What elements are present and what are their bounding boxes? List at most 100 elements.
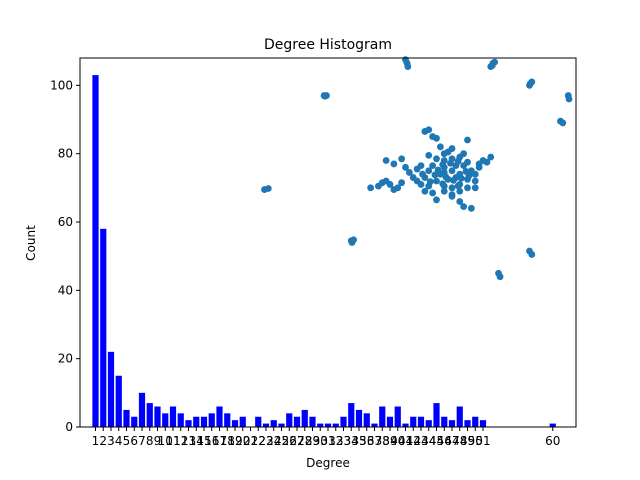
x-axis-label: Degree xyxy=(306,456,350,470)
scatter-point xyxy=(483,158,491,166)
y-tick-label: 20 xyxy=(58,352,73,366)
x-tick-label: 3 xyxy=(107,434,115,448)
histogram-bar xyxy=(417,416,425,427)
histogram-bar xyxy=(270,420,277,427)
x-tick-label: 50 xyxy=(468,434,483,448)
x-tick-label: 1 xyxy=(92,434,100,448)
scatter-point xyxy=(440,187,448,195)
histogram-bar xyxy=(154,406,161,427)
histogram-bar xyxy=(317,423,324,427)
x-tick-label: 44 xyxy=(421,434,436,448)
scatter-point xyxy=(471,170,479,178)
x-tick-label: 36 xyxy=(359,434,374,448)
x-tick-label: 19 xyxy=(227,434,242,448)
x-tick-label: 6 xyxy=(130,434,138,448)
x-tick-label: 20 xyxy=(235,434,250,448)
x-tick-label: 14 xyxy=(189,434,204,448)
scatter-point xyxy=(404,63,412,70)
histogram-bar xyxy=(456,406,463,427)
x-tick-label: 49 xyxy=(460,434,475,448)
histogram-bar xyxy=(286,413,293,427)
x-tick-label: 18 xyxy=(220,434,235,448)
x-tick-label: 33 xyxy=(336,434,351,448)
x-tick-label: 45 xyxy=(429,434,444,448)
scatter-point xyxy=(367,184,375,192)
histogram-bar xyxy=(355,409,363,427)
histogram-bar xyxy=(216,406,223,427)
x-tick-label: 34 xyxy=(344,434,359,448)
histogram-bar xyxy=(123,409,130,427)
x-tick-label: 4 xyxy=(115,434,123,448)
scatter-point xyxy=(405,169,413,176)
x-tick-label: 17 xyxy=(212,434,227,448)
histogram-bar xyxy=(410,416,417,427)
x-tick-label: 46 xyxy=(437,434,452,448)
y-tick-label: 80 xyxy=(58,147,73,161)
histogram-bar xyxy=(146,403,153,427)
y-tick-label: 40 xyxy=(58,283,73,297)
histogram-bar xyxy=(239,416,246,427)
x-tick-label: 39 xyxy=(382,434,397,448)
scatter-point xyxy=(526,80,534,88)
x-tick-label: 32 xyxy=(328,434,343,448)
scatter-point xyxy=(448,167,456,175)
scatter-point xyxy=(457,174,465,182)
scatter-point xyxy=(425,126,433,134)
histogram-bar xyxy=(301,409,308,427)
histogram-bar xyxy=(464,420,471,427)
scatter-point xyxy=(264,185,272,192)
scatter-point xyxy=(454,157,462,165)
scatter-point xyxy=(460,150,468,158)
x-tick-label: 60 xyxy=(545,434,560,448)
scatter-point xyxy=(425,167,433,175)
x-tick-label: 42 xyxy=(406,434,421,448)
histogram-bar xyxy=(332,423,339,427)
scatter-point xyxy=(431,171,439,179)
scatter-point xyxy=(433,155,440,163)
histogram-bar xyxy=(479,420,487,427)
histogram-bar xyxy=(107,351,115,427)
scatter-point xyxy=(456,187,464,195)
histogram-bar xyxy=(162,413,169,427)
histogram-bar xyxy=(231,420,239,427)
scatter-point xyxy=(528,251,536,258)
scatter-point xyxy=(467,204,475,212)
x-tick-label: 48 xyxy=(452,434,467,448)
scatter-point xyxy=(398,155,406,163)
scatter-point xyxy=(429,189,437,197)
scatter-point xyxy=(487,153,495,161)
x-tick-label: 40 xyxy=(390,434,405,448)
histogram-bar xyxy=(169,406,177,427)
histogram-bar xyxy=(193,416,200,427)
histogram-bar xyxy=(425,420,432,427)
x-tick-label: 37 xyxy=(367,434,382,448)
scatter-point xyxy=(464,158,471,166)
histogram-bar xyxy=(433,403,440,427)
histogram-bar xyxy=(448,420,456,427)
chart-title: Degree Histogram xyxy=(264,37,392,53)
x-tick-label: 10 xyxy=(158,434,173,448)
scatter-point xyxy=(464,136,471,144)
scatter-point xyxy=(471,184,479,192)
histogram-bar xyxy=(92,75,99,427)
histogram-bar xyxy=(441,416,448,427)
histogram-bar xyxy=(402,423,409,427)
y-tick-label: 0 xyxy=(65,420,73,434)
histogram-bar xyxy=(262,423,270,427)
scatter-point xyxy=(419,170,426,178)
histogram-bar xyxy=(131,416,138,427)
x-tick-label: 31 xyxy=(320,434,335,448)
x-tick-label: 2 xyxy=(99,434,107,448)
x-tick-label: 43 xyxy=(413,434,428,448)
scatter-point xyxy=(448,184,456,192)
x-tick-label: 11 xyxy=(165,434,180,448)
histogram-bar xyxy=(549,423,556,427)
histogram-bar xyxy=(185,420,192,427)
scatter-point xyxy=(426,178,434,186)
histogram-bar xyxy=(379,406,386,427)
x-tick-label: 41 xyxy=(398,434,413,448)
scatter-point xyxy=(439,180,447,188)
histogram-bar xyxy=(371,423,378,427)
histogram-bar xyxy=(394,406,401,427)
scatter-point xyxy=(471,177,479,185)
